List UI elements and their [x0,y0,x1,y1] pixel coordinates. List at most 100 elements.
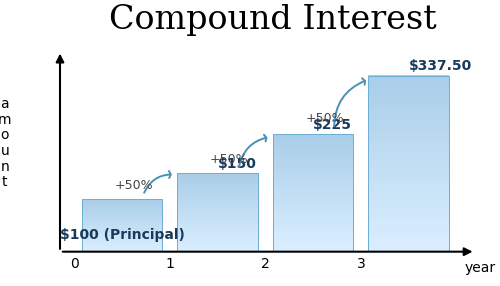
Text: $225: $225 [313,118,352,132]
Bar [178,186,258,188]
Bar [82,230,162,231]
Bar [178,241,258,243]
Bar [178,224,258,226]
Bar [368,99,448,102]
Bar [368,169,448,172]
Bar [368,87,448,90]
Bar [82,244,162,245]
Bar [82,221,162,222]
Bar [82,235,162,236]
Bar [178,199,258,201]
Bar [178,176,258,177]
Bar [82,243,162,244]
Bar [368,231,448,234]
Bar [368,102,448,105]
Bar [273,210,353,212]
Bar [82,210,162,211]
Bar [273,220,353,222]
Bar [82,233,162,234]
Bar [368,131,448,134]
Bar [82,231,162,232]
Bar [368,143,448,146]
Bar [178,228,258,229]
Bar [273,142,353,144]
Bar [82,228,162,229]
Bar [178,204,258,206]
Bar [82,215,162,216]
Bar [368,234,448,237]
Bar [273,136,353,138]
Bar [273,214,353,217]
Bar [178,249,258,250]
Bar [178,191,258,193]
Bar [82,204,162,206]
Bar [82,240,162,241]
Bar [82,236,162,237]
Bar [178,180,258,181]
Bar [178,221,258,223]
Bar [273,134,353,252]
Bar [273,222,353,224]
Bar [273,144,353,146]
Bar [368,166,448,170]
Bar [82,232,162,233]
Bar [82,210,162,212]
Bar [82,203,162,204]
Bar [273,208,353,210]
Bar [82,217,162,218]
Bar [273,173,353,175]
Bar [178,193,258,194]
Bar [82,248,162,249]
Bar [82,222,162,223]
Bar [82,227,162,228]
Bar [368,225,448,228]
Bar [273,246,353,248]
Bar [178,231,258,232]
Bar [82,209,162,210]
Bar [82,250,162,251]
Bar [178,207,258,208]
Bar [368,78,448,82]
Bar [178,185,258,186]
Text: +50%: +50% [210,152,248,166]
Bar [368,213,448,217]
Bar [82,229,162,230]
Bar [82,223,162,224]
Bar [178,203,258,205]
Bar [273,247,353,250]
Bar [273,185,353,187]
Bar [178,202,258,203]
Bar [82,212,162,213]
Bar [273,206,353,208]
Bar [368,237,448,240]
Bar [273,175,353,177]
Bar [368,114,448,117]
Bar [178,236,258,237]
Bar [368,175,448,178]
Bar [178,220,258,222]
Bar [368,222,448,225]
Bar [178,214,258,215]
Bar [273,196,353,199]
Bar [273,189,353,191]
Bar [82,199,162,200]
Bar [273,202,353,205]
Bar [368,84,448,87]
Bar [273,171,353,173]
Bar [368,219,448,222]
Bar [273,238,353,240]
Bar [178,223,258,224]
Bar [178,215,258,217]
Bar [178,206,258,207]
Bar [273,244,353,246]
Bar [273,200,353,203]
Bar [273,204,353,207]
Bar [368,172,448,175]
Bar [178,174,258,176]
Bar [368,184,448,187]
Bar [273,156,353,158]
Bar [273,216,353,219]
Bar [273,249,353,252]
Bar [273,159,353,162]
Bar [368,216,448,219]
